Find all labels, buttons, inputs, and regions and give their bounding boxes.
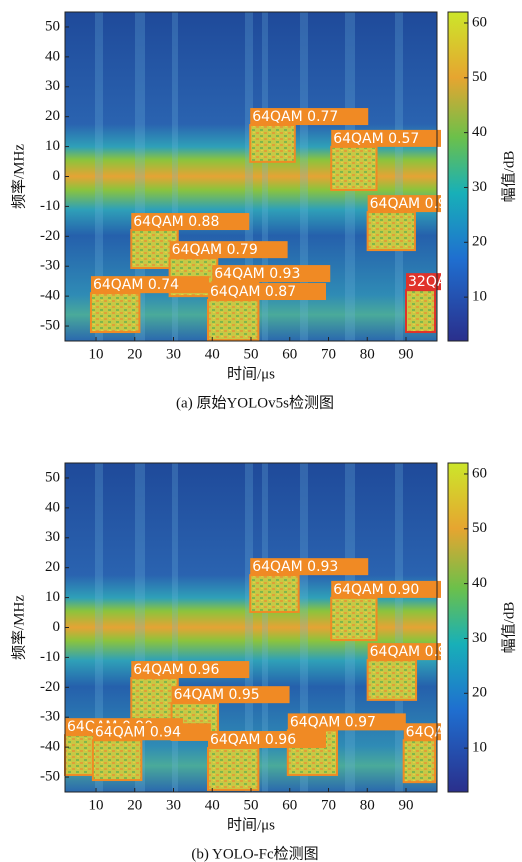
colorbar-tick-label: 60 xyxy=(472,465,487,481)
detection-box xyxy=(93,740,141,780)
x-tick-label: 40 xyxy=(205,797,220,813)
detection-box xyxy=(250,125,295,162)
x-tick-label: 60 xyxy=(282,346,297,362)
x-tick-label: 60 xyxy=(282,797,297,813)
x-tick-label: 70 xyxy=(321,346,336,362)
y-tick-label: -20 xyxy=(40,679,60,695)
x-tick-label: 80 xyxy=(360,797,375,813)
colorbar-tick-label: 40 xyxy=(472,124,487,140)
y-tick-label: 10 xyxy=(45,589,60,605)
x-tick-label: 90 xyxy=(399,346,414,362)
y-tick-label: -50 xyxy=(40,317,60,333)
x-tick-label: 90 xyxy=(399,797,414,813)
x-tick-label: 50 xyxy=(244,797,259,813)
colorbar xyxy=(448,463,468,792)
spectrogram-stripe xyxy=(395,463,403,792)
detection-label: 64QAM 0.57 xyxy=(333,131,419,147)
detection-box xyxy=(368,660,416,700)
x-tick-label: 10 xyxy=(89,346,104,362)
colorbar-tick-label: 10 xyxy=(472,289,487,305)
y-tick-label: 40 xyxy=(45,499,60,515)
detection-label: 64QAM 0.96 xyxy=(370,644,456,660)
colorbar-tick-label: 50 xyxy=(472,520,487,536)
detection-box xyxy=(91,293,139,332)
y-tick-label: -20 xyxy=(40,228,60,244)
detection-label: 64QAM 0.87 xyxy=(210,284,296,300)
y-tick-label: -40 xyxy=(40,739,60,755)
colorbar-tick-label: 20 xyxy=(472,685,487,701)
detection-box xyxy=(404,740,435,782)
detection-box xyxy=(331,147,376,190)
detection-label: 64QAM 0.90 xyxy=(333,582,419,598)
x-tick-label: 10 xyxy=(89,797,104,813)
detection-label: 64QAM 0.77 xyxy=(252,109,338,125)
y-tick-label: 30 xyxy=(45,529,60,545)
caption: (b) YOLO-Fc检测图 xyxy=(191,845,318,862)
colorbar-tick-label: 40 xyxy=(472,575,487,591)
y-axis-label: 频率/MHz xyxy=(10,144,27,209)
figure: 64QAM 0.77 64QAM 0.57 64QAM 0.90 64QAM 0.88… xyxy=(0,0,522,862)
colorbar-tick-label: 10 xyxy=(472,740,487,756)
x-tick-label: 30 xyxy=(166,797,181,813)
colorbar xyxy=(448,12,468,341)
caption: (a) 原始YOLOv5s检测图 xyxy=(176,394,334,411)
detection-box xyxy=(331,598,376,640)
x-tick-label: 70 xyxy=(321,797,336,813)
colorbar-tick-label: 20 xyxy=(472,234,487,250)
detection-label: 64QAM 0.88 xyxy=(133,214,219,230)
y-axis-label: 频率/MHz xyxy=(10,595,27,660)
x-axis-label: 时间/μs xyxy=(227,365,275,382)
colorbar-label: 幅值/dB xyxy=(500,151,517,203)
x-tick-label: 50 xyxy=(244,346,259,362)
detection-label: 64QAM 0.95 xyxy=(174,687,260,703)
spectrogram-stripe xyxy=(395,12,403,341)
y-tick-label: 10 xyxy=(45,138,60,154)
colorbar-tick-label: 30 xyxy=(472,630,487,646)
y-tick-label: 50 xyxy=(45,469,60,485)
y-tick-label: -10 xyxy=(40,649,60,665)
colorbar-tick-label: 60 xyxy=(472,14,487,30)
y-tick-label: 30 xyxy=(45,78,60,94)
detection-label: 64QAM 0.96 xyxy=(210,732,296,748)
detection-box xyxy=(250,575,298,612)
detection-label: 64QAM 0.93 xyxy=(252,559,338,575)
x-tick-label: 20 xyxy=(127,346,142,362)
detection-label: 64QAM 0.79 xyxy=(172,242,258,258)
x-tick-label: 40 xyxy=(205,346,220,362)
y-tick-label: -30 xyxy=(40,258,60,274)
detection-label: 64QAM 0.93 xyxy=(214,266,300,282)
detection-box xyxy=(65,735,95,775)
y-tick-label: 0 xyxy=(53,168,61,184)
y-tick-label: 50 xyxy=(45,18,60,34)
colorbar-tick-label: 50 xyxy=(472,69,487,85)
detection-label: 64QAM 0.90 xyxy=(370,196,456,212)
x-tick-label: 20 xyxy=(127,797,142,813)
x-tick-label: 30 xyxy=(166,346,181,362)
colorbar-label: 幅值/dB xyxy=(500,602,517,654)
y-tick-label: 20 xyxy=(45,108,60,124)
detection-box xyxy=(368,212,415,250)
detection-box xyxy=(406,290,435,332)
y-tick-label: 40 xyxy=(45,48,60,64)
detection-box xyxy=(208,300,258,340)
y-tick-label: -30 xyxy=(40,709,60,725)
y-tick-label: 20 xyxy=(45,559,60,575)
y-tick-label: -10 xyxy=(40,198,60,214)
detection-label: 64QAM 0.74 xyxy=(93,277,179,293)
detection-label: 64QAM 0.97 xyxy=(290,714,376,730)
x-tick-label: 80 xyxy=(360,346,375,362)
x-axis-label: 时间/μs xyxy=(227,816,275,833)
detection-label: 64QAM 0.96 xyxy=(133,662,219,678)
y-tick-label: -40 xyxy=(40,288,60,304)
colorbar-tick-label: 30 xyxy=(472,179,487,195)
detection-label: 64QAM 0.94 xyxy=(95,724,181,740)
y-tick-label: 0 xyxy=(53,619,61,635)
spectrogram-stripe xyxy=(172,463,178,792)
y-tick-label: -50 xyxy=(40,768,60,784)
detection-box xyxy=(208,748,258,790)
